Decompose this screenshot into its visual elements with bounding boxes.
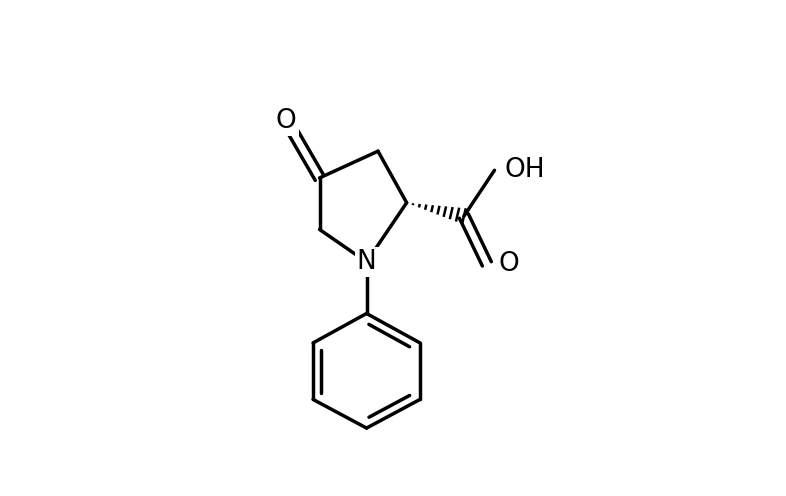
Text: N: N [357, 249, 376, 275]
Text: O: O [498, 251, 519, 277]
Text: OH: OH [504, 157, 545, 184]
Text: O: O [276, 108, 296, 133]
